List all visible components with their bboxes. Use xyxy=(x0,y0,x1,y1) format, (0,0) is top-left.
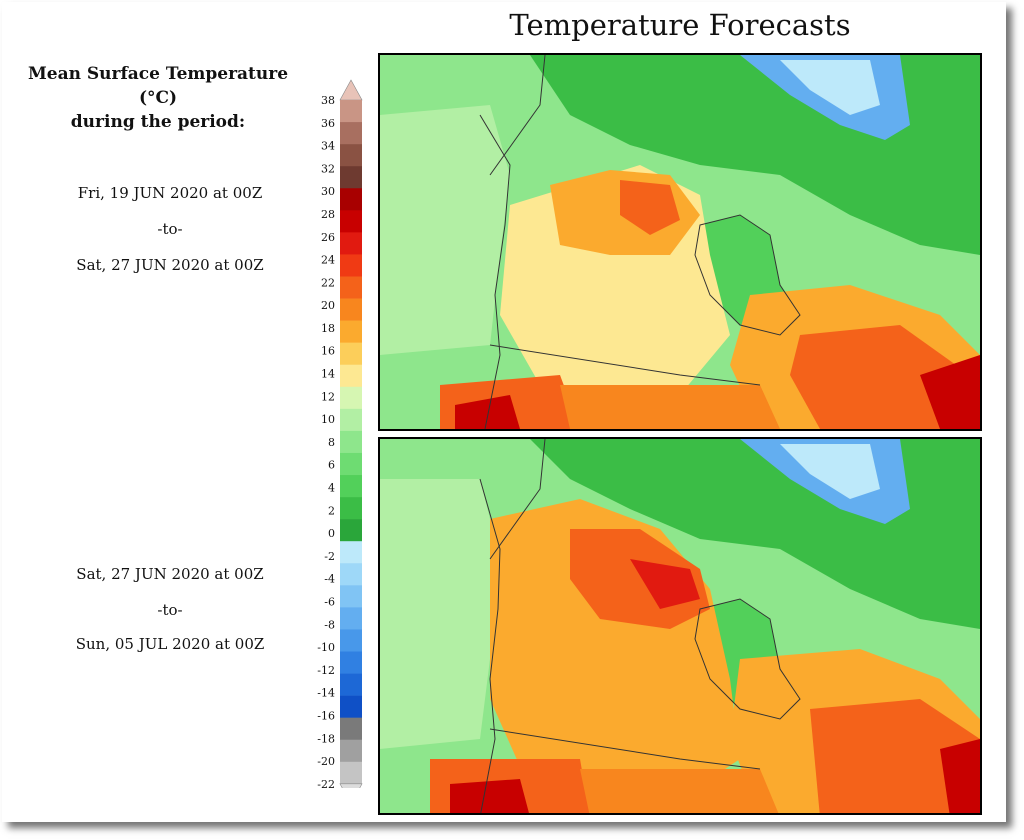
scale-swatch xyxy=(340,430,362,454)
scale-swatch xyxy=(340,408,362,432)
scale-tick-label: 4 xyxy=(328,482,335,495)
scale-swatch xyxy=(340,519,362,542)
scale-swatch xyxy=(340,342,362,366)
scale-tick-label: -2 xyxy=(324,550,335,563)
scale-tick-label: 28 xyxy=(321,208,335,221)
scale-tick-label: -10 xyxy=(317,641,335,654)
scale-tick-label: -18 xyxy=(317,732,335,745)
scale-swatch xyxy=(340,188,362,211)
legend-title-line2: during the period: xyxy=(70,112,246,132)
scale-swatch xyxy=(340,210,362,233)
temperature-color-scale: 38363432302826242220181614121086420-2-4-… xyxy=(317,79,363,788)
scale-swatch xyxy=(340,629,362,652)
scale-swatch xyxy=(340,563,362,586)
scale-swatch xyxy=(340,100,362,123)
northwest-hot xyxy=(620,180,680,235)
scale-swatch xyxy=(340,364,362,388)
alaska-border xyxy=(489,439,546,560)
scale-tick-label: 18 xyxy=(321,322,335,335)
scale-swatch xyxy=(340,673,362,696)
scale-tick-label: 6 xyxy=(328,459,335,472)
scale-tick-label: -20 xyxy=(317,755,335,768)
scale-tick-label: -12 xyxy=(317,664,335,677)
east-hot xyxy=(810,699,980,813)
scale-tick-label: 36 xyxy=(321,117,335,130)
scale-swatch xyxy=(340,122,362,145)
greenland-core xyxy=(780,60,880,115)
scale-swatch xyxy=(340,166,362,189)
scale-swatch xyxy=(340,651,362,674)
scale-tick-label: 30 xyxy=(321,185,335,198)
period2-separator: -to- xyxy=(157,601,183,619)
scale-tick-label: 34 xyxy=(321,140,335,153)
scale-tick-label: 38 xyxy=(321,94,335,107)
scale-tick-label: -14 xyxy=(317,687,335,700)
us-band xyxy=(560,385,780,429)
scale-tick-label: 12 xyxy=(321,390,335,403)
period2-start: Sat, 27 JUN 2020 at 00Z xyxy=(76,565,264,583)
us-canada-border xyxy=(489,344,761,386)
us-canada-border xyxy=(489,728,761,770)
scale-tick-label: 16 xyxy=(321,345,335,358)
scale-tick-label: 26 xyxy=(321,231,335,244)
period2-end: Sun, 05 JUL 2020 at 00Z xyxy=(75,635,265,653)
scale-tick-label: 24 xyxy=(321,254,335,267)
alaska-border xyxy=(489,55,546,176)
scale-tick-label: -6 xyxy=(324,595,335,608)
scale-tick-label: 20 xyxy=(321,299,335,312)
legend-title: Mean Surface Temperature (°C) during the… xyxy=(8,62,308,134)
forecast-map-period1 xyxy=(378,53,982,431)
southwest-very-hot xyxy=(450,779,529,813)
scale-arrow-bottom xyxy=(339,783,363,788)
scale-swatch xyxy=(340,320,362,343)
atlantic-hot xyxy=(940,739,980,813)
us-band xyxy=(580,769,779,813)
scale-swatch xyxy=(340,475,362,498)
scale-swatch xyxy=(340,607,362,630)
scale-swatch xyxy=(340,386,362,410)
scale-swatch xyxy=(340,695,362,718)
greenland-core xyxy=(780,444,880,499)
scale-tick-label: -8 xyxy=(324,618,335,631)
scale-tick-label: 8 xyxy=(328,436,335,449)
scale-swatch xyxy=(340,144,362,167)
legend-title-line1: Mean Surface Temperature (°C) xyxy=(27,64,289,108)
scale-swatch xyxy=(340,761,362,785)
scale-tick-label: -22 xyxy=(317,778,335,788)
scale-swatch xyxy=(340,541,362,564)
scale-swatch xyxy=(340,497,362,520)
scale-swatch xyxy=(340,232,362,255)
scale-tick-label: -16 xyxy=(317,709,335,722)
scale-arrow-top xyxy=(339,79,363,101)
west-coast xyxy=(479,478,501,813)
scale-swatch xyxy=(340,585,362,608)
period1-separator: -to- xyxy=(157,220,183,238)
scale-tick-label: 22 xyxy=(321,276,335,289)
scale-swatch xyxy=(340,298,362,321)
northwest-very-hot xyxy=(630,559,700,609)
atlantic-hot xyxy=(920,355,980,429)
scale-swatch xyxy=(340,739,362,763)
scale-swatch xyxy=(340,452,362,476)
scale-tick-label: 2 xyxy=(328,504,335,517)
period1-end: Sat, 27 JUN 2020 at 00Z xyxy=(76,256,264,274)
pacific-region xyxy=(380,479,500,749)
scale-swatch xyxy=(340,717,362,741)
scale-tick-label: -4 xyxy=(324,573,335,586)
forecast-map-period2 xyxy=(378,437,982,815)
figure-title: Temperature Forecasts xyxy=(509,8,851,42)
period1-start: Fri, 19 JUN 2020 at 00Z xyxy=(77,184,263,202)
west-coast xyxy=(479,114,511,429)
scale-tick-label: 14 xyxy=(321,368,335,381)
scale-tick-label: 0 xyxy=(328,527,335,540)
scale-tick-label: 10 xyxy=(321,413,335,426)
scale-swatch xyxy=(340,254,362,277)
pacific-region xyxy=(380,105,510,355)
scale-tick-label: 32 xyxy=(321,162,335,175)
scale-swatch xyxy=(340,276,362,299)
southwest-very-hot xyxy=(455,395,520,429)
